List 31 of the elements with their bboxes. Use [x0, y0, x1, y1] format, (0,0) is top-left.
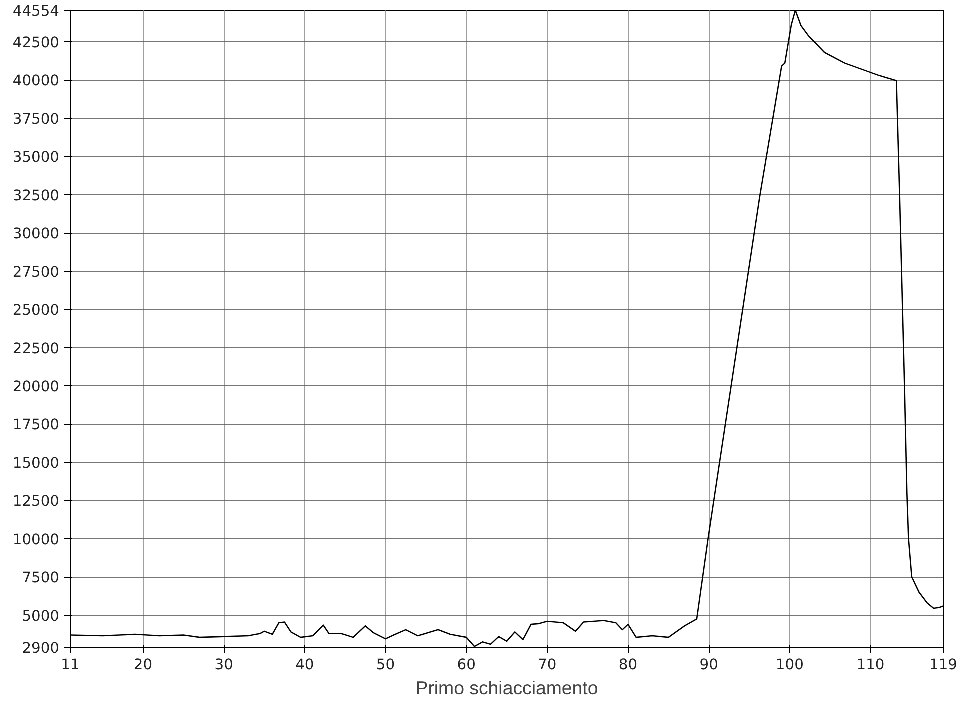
y-tick-label: 27500 [12, 264, 60, 281]
x-tick-label: 60 [457, 656, 476, 674]
y-tick-label: 2900 [22, 640, 60, 657]
y-tick-label: 44554 [12, 3, 60, 20]
x-tick-label: 40 [296, 656, 314, 674]
x-tick-label: 30 [214, 656, 234, 674]
x-tick-label: 11 [61, 656, 80, 674]
y-tick-label: 25000 [12, 302, 60, 320]
y-tick-label: 15000 [12, 454, 60, 472]
y-tick-label: 40000 [12, 72, 60, 90]
x-tick-label: 50 [376, 656, 396, 674]
y-tick-label: 37500 [12, 110, 60, 128]
x-tick-label: 100 [776, 656, 804, 674]
y-tick-label: 12500 [12, 493, 60, 510]
y-tick-label: 35000 [12, 149, 60, 166]
y-tick-label: 42500 [12, 34, 60, 52]
y-tick-label: 20000 [12, 378, 60, 396]
y-tick-label: 10000 [12, 531, 60, 548]
y-tick-label: 17500 [12, 416, 60, 434]
x-tick-label: 119 [930, 656, 958, 674]
x-tick-label: 70 [538, 656, 557, 674]
x-tick-label: 90 [700, 656, 718, 674]
x-tick-label: 20 [134, 656, 153, 674]
x-tick-label: 110 [856, 656, 885, 674]
x-axis-title: Primo schiacciamento [416, 678, 598, 698]
x-tick-label: 80 [618, 656, 638, 674]
y-tick-label: 32500 [12, 187, 60, 204]
y-tick-label: 5000 [22, 608, 60, 625]
y-tick-label: 7500 [22, 570, 60, 587]
y-tick-label: 30000 [12, 226, 60, 243]
y-tick-label: 22500 [12, 340, 60, 358]
